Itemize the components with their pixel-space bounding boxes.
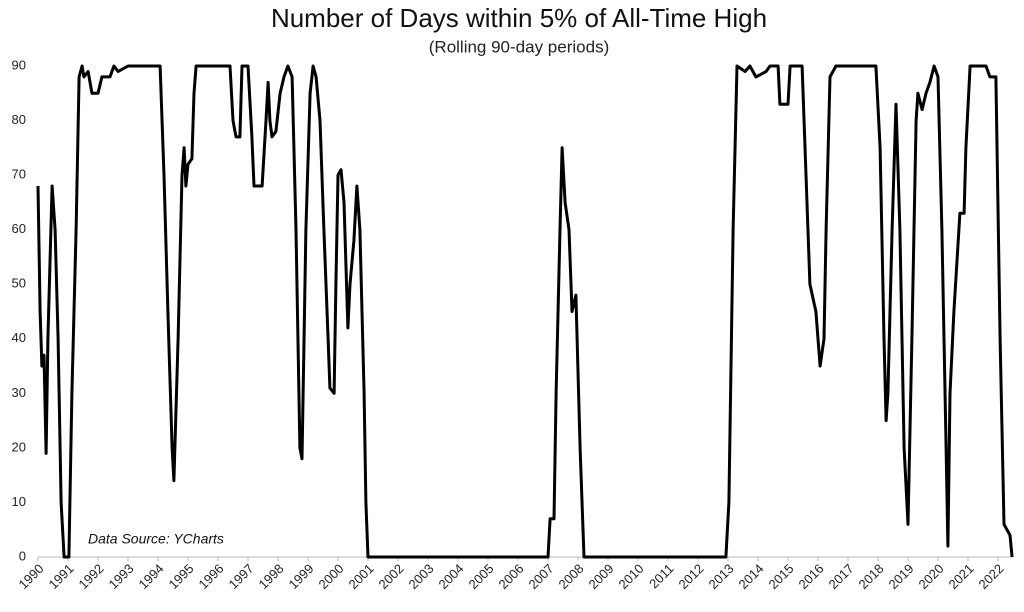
x-tick-label: 2010 (615, 561, 646, 592)
y-tick-label: 80 (12, 112, 26, 127)
x-tick-label: 1992 (75, 561, 106, 592)
x-tick-label: 1997 (225, 561, 256, 592)
annotation: Data Source: YCharts (88, 531, 224, 547)
x-tick-label: 2020 (915, 561, 946, 592)
x-tick-label: 2000 (315, 561, 346, 592)
x-tick-label: 1993 (105, 561, 136, 592)
x-tick-label: 2003 (405, 561, 436, 592)
y-tick-label: 70 (12, 167, 26, 182)
x-tick-label: 2007 (525, 561, 556, 592)
y-tick-label: 90 (12, 57, 26, 72)
y-tick-label: 0 (19, 548, 26, 563)
x-tick-label: 2008 (555, 561, 586, 592)
x-tick-label: 2006 (495, 561, 526, 592)
y-tick-label: 10 (12, 494, 26, 509)
x-tick-label: 1999 (285, 561, 316, 592)
x-tick-label: 1994 (135, 561, 166, 592)
x-tick-label: 2009 (585, 561, 616, 592)
x-tick-label: 2012 (675, 561, 706, 592)
x-tick-label: 2015 (765, 561, 796, 592)
x-tick-label: 1990 (15, 561, 46, 592)
x-tick-label: 1995 (165, 561, 196, 592)
y-tick-label: 60 (12, 221, 26, 236)
x-tick-label: 2002 (375, 561, 406, 592)
x-tick-label: 2005 (465, 561, 496, 592)
data-line (36, 64, 1014, 559)
x-tick-label: 1996 (195, 561, 226, 592)
y-tick-label: 50 (12, 276, 26, 291)
x-tick-label: 2004 (435, 561, 466, 592)
y-tick-label: 20 (12, 439, 26, 454)
x-tick-label: 2019 (885, 561, 916, 592)
x-tick-label: 2018 (855, 561, 886, 592)
x-tick-label: 2001 (345, 561, 376, 592)
x-tick-label: 2011 (646, 561, 676, 591)
x-tick-label: 2021 (945, 561, 976, 592)
chart-title: Number of Days within 5% of All-Time Hig… (271, 3, 767, 33)
x-tick-label: 2016 (795, 561, 826, 592)
x-tick-label: 2017 (825, 561, 856, 592)
x-tick-label: 2022 (975, 561, 1006, 592)
x-tick-label: 1998 (255, 561, 286, 592)
x-tick-label: 2014 (735, 561, 766, 592)
x-tick-label: 1991 (45, 561, 76, 592)
y-tick-label: 40 (12, 330, 26, 345)
y-tick-label: 30 (12, 385, 26, 400)
chart-subtitle: (Rolling 90-day periods) (429, 37, 609, 56)
x-tick-label: 2013 (705, 561, 736, 592)
